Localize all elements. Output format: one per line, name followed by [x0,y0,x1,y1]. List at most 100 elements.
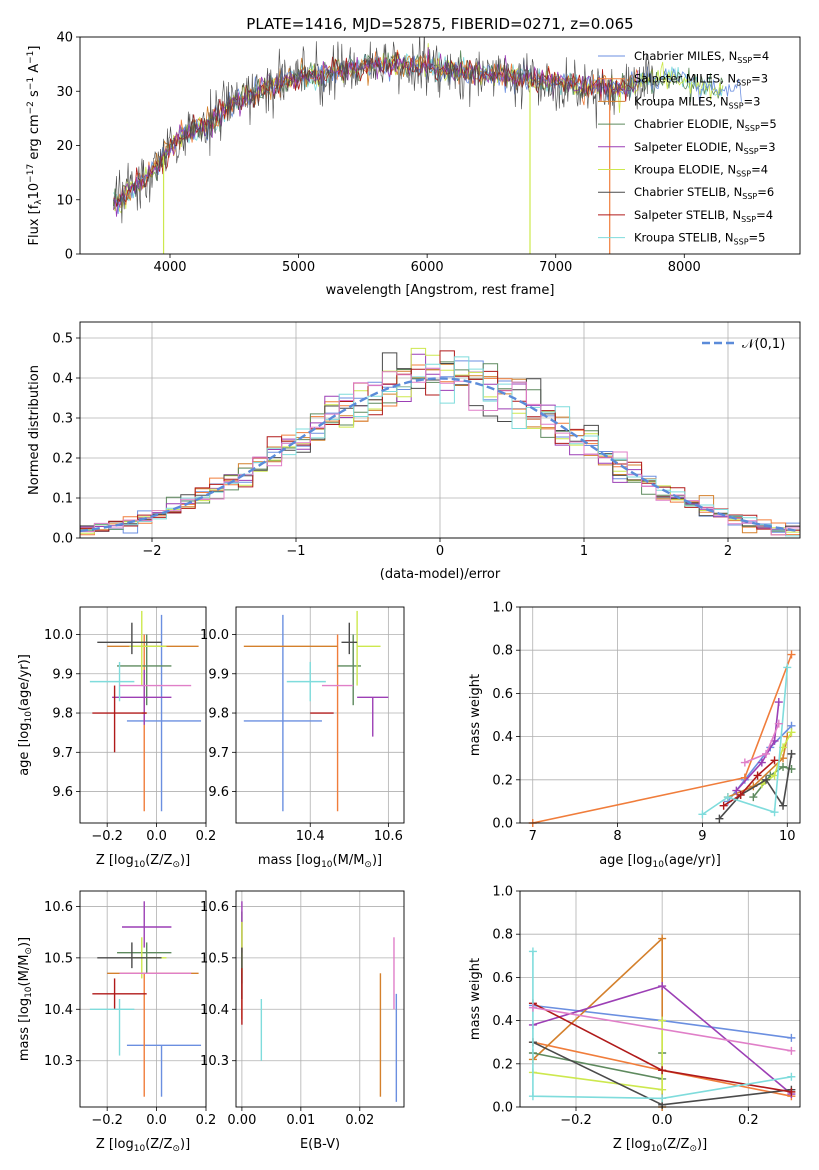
weight-marker [698,810,707,819]
y-tick-label: 0.4 [492,730,513,745]
x-tick-label: 1 [580,544,588,559]
x-tick-label: 0.0 [146,1113,167,1128]
label-part: (Z/Z [145,853,172,868]
weight-marker [658,982,667,991]
legend-name: Chabrier MILES, N [634,49,737,63]
label-part: 10 [134,1144,146,1154]
x-tick-label: 0.2 [196,1113,217,1128]
spectrum-xlabel: wavelength [Angstrom, rest frame] [326,283,555,298]
y-tick-label: 0.2 [492,1057,513,1072]
legend-entry: Salpeter STELIB, NSSP=4 [634,208,773,224]
legend-entry: Kroupa STELIB, NSSP=5 [634,231,765,247]
weight-marker [774,698,783,707]
mass_weight_vs_age-ylabel: mass weight [468,674,483,756]
y-tick-label: 0.6 [492,687,513,702]
x-tick-label: 4000 [153,260,186,275]
x-tick-label: 7 [529,829,537,844]
legend-name: Chabrier ELODIE, N [634,117,745,131]
legend-sub: SSP [745,124,760,133]
legend-tail: =3 [759,140,776,154]
y-tick-label: 0.0 [52,532,73,547]
weight-marker [787,650,796,659]
weight-marker [770,756,779,765]
legend-entry: Salpeter MILES, NSSP=3 [634,72,768,88]
x-tick-label: −0.2 [91,829,123,844]
x-tick-label: 5000 [282,260,315,275]
label-part: Flux [f [27,204,42,245]
x-tick-label: −2 [142,544,161,559]
label-part: )] [697,1137,707,1152]
x-tick-label: 10.4 [296,829,325,844]
y-tick-label: 9.6 [208,785,229,800]
label-part: ] [27,46,42,51]
axes-frame [79,890,207,1108]
weight-marker [740,758,749,767]
y-tick-label: 10.5 [44,951,73,966]
age_vs_mass-axes: 10.4 10.6 9.6 9.7 9.8 9.9 10.0 [200,607,404,844]
weight-marker [715,814,724,823]
label-part: 10 [321,860,333,870]
axes-frame [519,606,801,824]
legend-name: Kroupa MILES, N [634,94,729,108]
label-part: A [27,64,42,77]
legend-name: Chabrier STELIB, N [634,185,742,199]
weight-marker [719,801,728,810]
y-tick-label: 0.2 [492,773,513,788]
label-part: 10 [652,860,664,870]
label-part: (age/yr)] [664,853,721,868]
label-part: (M/M [17,955,32,987]
weight-marker [757,758,766,767]
legend-sub: SSP [736,79,751,88]
legend-entry: Kroupa ELODIE, NSSP=4 [634,163,768,179]
x-tick-label: 0.0 [652,1113,673,1128]
weight-marker [658,1066,667,1075]
y-tick-label: 10.4 [200,1003,229,1018]
normal-curve [80,377,800,533]
y-tick-label: 40 [56,31,73,46]
label-part: age [log [17,723,32,776]
label-part: (M/M [333,853,365,868]
y-tick-label: 0.1 [52,492,73,507]
legend-entry: Salpeter ELODIE, NSSP=3 [634,140,776,156]
weight-marker [658,1094,667,1103]
weight-marker [528,947,537,956]
y-tick-label: 1.0 [492,885,513,900]
y-tick-label: 0.4 [492,1014,513,1029]
label-part: 10 [24,986,34,998]
weight-marker [736,790,745,799]
age_vs_Z-ylabel: age [log10(age/yr)] [17,654,34,776]
label-part: Z [log [96,853,134,868]
weight-line [735,701,780,792]
weight-line [701,667,789,816]
weight-marker [774,719,783,728]
legend-sub: SSP [734,238,749,247]
x-tick-label: 0 [436,544,444,559]
label-part: )] [372,853,382,868]
x-tick-label: −1 [286,544,305,559]
x-tick-label: −0.2 [560,1113,592,1128]
label-part: (Z/Z [145,1137,172,1152]
axes-frame [79,36,801,255]
label-part: Z [log [96,1137,134,1152]
mass_weight_vs_age-axes: 7 8 9 10 0.0 0.2 0.4 0.6 0.8 1.0 [492,601,800,844]
y-tick-label: 10 [56,193,73,208]
y-tick-label: 0.5 [52,332,73,347]
label-part: ⊙ [24,947,34,955]
legend-normal: 𝒩(0,1) [742,337,785,352]
label-part: age [log [599,853,652,868]
label-part: λ [34,199,44,205]
y-tick-label: 9.6 [52,785,73,800]
spectrum-axes: 4000 5000 6000 7000 8000 0 10 20 30 40 [56,31,700,276]
x-tick-label: 7000 [539,260,572,275]
x-tick-label: 0.00 [227,1113,256,1128]
mass_weight_vs_age-xlabel: age [log10(age/yr)] [599,853,721,870]
figure-title: PLATE=1416, MJD=52875, FIBERID=0271, z=0… [246,15,633,33]
x-tick-label: 10 [779,829,796,844]
mass_weight_vs_Z-axes: −0.2 0.0 0.2 0.0 0.2 0.4 0.6 0.8 1.0 [492,885,800,1128]
legend-name: Kroupa ELODIE, N [634,163,736,177]
x-tick-label: 0.01 [286,1113,315,1128]
x-tick-label: 8 [613,829,621,844]
weight-marker [753,771,762,780]
weight-marker [787,749,796,758]
